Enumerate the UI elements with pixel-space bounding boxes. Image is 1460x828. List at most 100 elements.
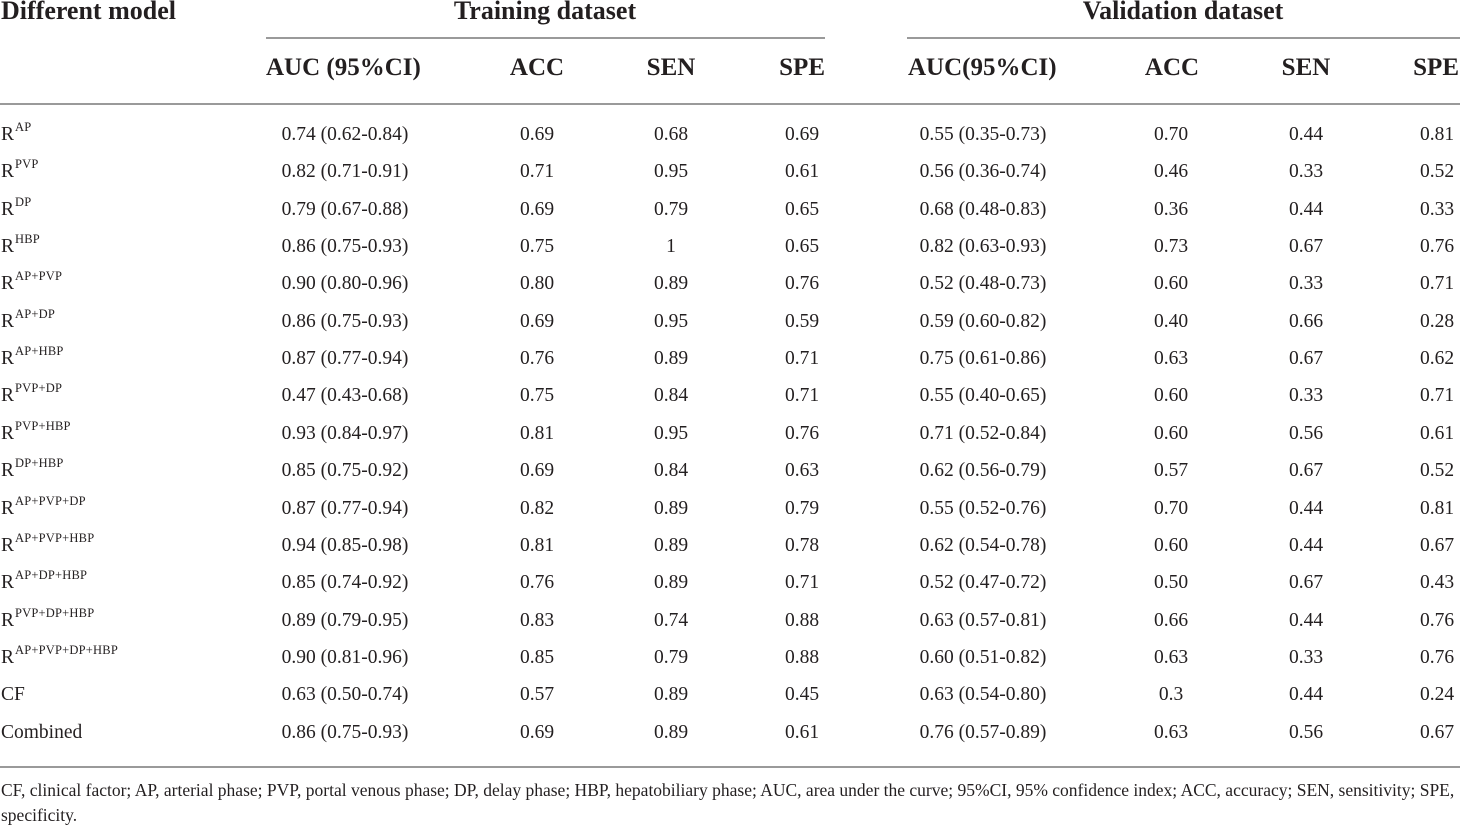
model-name-phase: AP+PVP+DP+HBP — [15, 642, 118, 657]
table-cell: 0.90 (0.81-0.96) — [281, 646, 409, 668]
table-cell: 0.81 — [519, 422, 555, 444]
table-cell: 0.33 — [1288, 161, 1324, 183]
table-cell: 0.74 (0.62-0.84) — [281, 124, 409, 145]
table-cell: 0.76 — [784, 273, 820, 295]
table-cell: 0.44 — [1288, 198, 1324, 220]
table-cell: 0.62 — [1419, 348, 1455, 370]
table-cell: 0.88 — [784, 646, 820, 668]
table-cell: 0.44 — [1288, 124, 1324, 145]
table-cell: 0.71 (0.52-0.84) — [919, 422, 1047, 444]
table-cell: 0.56 — [1288, 422, 1324, 444]
table-cell: 0.82 (0.63-0.93) — [919, 236, 1047, 258]
model-name-phase: DP — [15, 194, 32, 209]
table-cell: 0.57 — [1153, 460, 1189, 482]
model-name-base: R — [1, 534, 15, 556]
table-cell: 0.68 (0.48-0.83) — [919, 198, 1047, 220]
table-cell: 0.46 — [1153, 161, 1189, 183]
table-cell: 0.88 — [784, 609, 820, 631]
model-name-phase: AP+PVP+HBP — [15, 530, 95, 545]
model-name: RAP — [1, 120, 31, 146]
table-cell: 0.90 (0.80-0.96) — [281, 273, 409, 295]
table-cell: 0.95 — [653, 161, 689, 183]
table-cell: 0.60 (0.51-0.82) — [919, 646, 1047, 668]
table-cell: 0.60 — [1153, 385, 1189, 407]
table-cell: 0.67 — [1419, 721, 1455, 743]
model-name: RPVP — [1, 157, 39, 183]
model-name-base: R — [1, 124, 15, 145]
table-cell: 0.71 — [519, 161, 555, 183]
model-name-base: R — [1, 385, 15, 407]
table-cell: 0.93 (0.84-0.97) — [281, 422, 409, 444]
table-cell: 0.81 — [1419, 124, 1455, 145]
table-cell: 0.67 — [1288, 348, 1324, 370]
table-cell: 0.86 (0.75-0.93) — [281, 236, 409, 258]
table-cell: 0.63 (0.54-0.80) — [919, 684, 1047, 706]
model-name: RPVP+DP — [1, 381, 62, 407]
validation-dataset-header: Validation dataset — [1082, 0, 1284, 25]
model-name-phase: PVP+HBP — [15, 418, 71, 433]
model-name-phase: AP — [15, 120, 32, 134]
model-name-phase: AP+HBP — [15, 344, 64, 359]
table-cell: 0.75 — [519, 385, 555, 407]
table-cell: 0.81 — [1419, 497, 1455, 519]
model-name: RAP+PVP+HBP — [1, 531, 94, 557]
table-cell: 0.60 — [1153, 273, 1189, 295]
table-cell: 0.52 — [1419, 460, 1455, 482]
validation-acc-header: ACC — [1144, 54, 1200, 81]
table-cell: 0.86 (0.75-0.93) — [281, 310, 409, 332]
table-cell: 0.55 (0.52-0.76) — [919, 497, 1047, 519]
table-cell: 0.84 — [653, 385, 689, 407]
table-cell: 0.44 — [1288, 684, 1324, 706]
table-cell: 0.76 — [1419, 646, 1455, 668]
table-cell: 0.76 — [519, 572, 555, 594]
table-cell: 0.65 — [784, 236, 820, 258]
table-cell: 0.86 (0.75-0.93) — [281, 721, 409, 743]
table-cell: 0.89 — [653, 572, 689, 594]
table-cell: 0.73 — [1153, 236, 1189, 258]
model-name: RPVP+DP+HBP — [1, 606, 94, 632]
table-cell: 0.63 — [1153, 721, 1189, 743]
table-cell: 0.69 — [519, 124, 555, 145]
table-cell: 0.79 — [653, 646, 689, 668]
model-name: RDP — [1, 195, 31, 221]
training-acc-header: ACC — [509, 54, 565, 81]
model-name: RPVP+HBP — [1, 419, 71, 445]
model-name-base: Combined — [1, 721, 83, 743]
table-cell: 0.79 (0.67-0.88) — [281, 198, 409, 220]
table-cell: 0.65 — [784, 198, 820, 220]
model-name: Combined — [1, 722, 83, 744]
table-cell: 0.76 — [1419, 236, 1455, 258]
table-cell: 0.71 — [1419, 273, 1455, 295]
table-cell: 0.3 — [1158, 684, 1184, 706]
table-cell: 0.71 — [784, 348, 820, 370]
model-name-base: R — [1, 236, 15, 258]
table-cell: 1 — [666, 236, 676, 258]
table-cell: 0.50 — [1153, 572, 1189, 594]
training-auc-header: AUC (95%CI) — [266, 54, 421, 81]
table-cell: 0.87 (0.77-0.94) — [281, 348, 409, 370]
table-cell: 0.69 — [519, 310, 555, 332]
table-cell: 0.55 (0.35-0.73) — [919, 124, 1047, 145]
table-cell: 0.60 — [1153, 422, 1189, 444]
table-cell: 0.69 — [784, 124, 820, 145]
model-name: RAP+HBP — [1, 344, 64, 370]
table-cell: 0.89 — [653, 684, 689, 706]
table-cell: 0.63 (0.50-0.74) — [281, 684, 409, 706]
table-cell: 0.89 — [653, 534, 689, 556]
table-cell: 0.67 — [1288, 236, 1324, 258]
model-name-base: CF — [1, 684, 25, 706]
table-cell: 0.33 — [1288, 273, 1324, 295]
table-cell: 0.69 — [519, 460, 555, 482]
model-column-header: Different model — [1, 0, 176, 25]
table-cell: 0.43 — [1419, 572, 1455, 594]
table-cell: 0.59 (0.60-0.82) — [919, 310, 1047, 332]
model-name-phase: AP+PVP — [15, 269, 63, 284]
table-cell: 0.61 — [784, 161, 820, 183]
model-name-base: R — [1, 310, 15, 332]
model-name-phase: PVP+DP+HBP — [15, 605, 95, 620]
table-cell: 0.83 — [519, 609, 555, 631]
table-cell: 0.63 (0.57-0.81) — [919, 609, 1047, 631]
table-cell: 0.74 — [653, 609, 689, 631]
table-cell: 0.47 (0.43-0.68) — [281, 385, 409, 407]
table-cell: 0.75 (0.61-0.86) — [919, 348, 1047, 370]
